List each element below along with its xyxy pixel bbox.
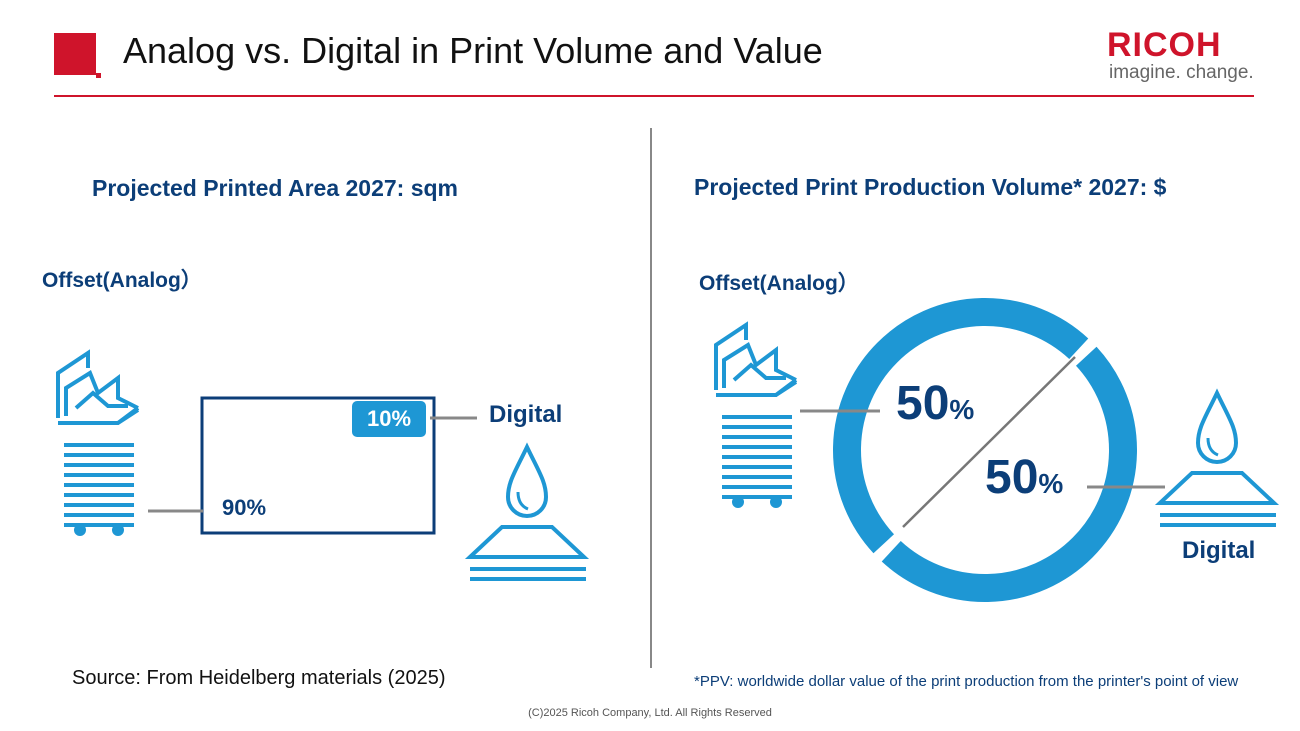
- ricoh-logo: RICOH: [1107, 26, 1222, 64]
- digital-value: 50: [985, 451, 1039, 504]
- digital-unit: %: [1038, 468, 1064, 499]
- offset-press-icon: [56, 351, 140, 538]
- digital-value-label: 50%: [985, 450, 1063, 505]
- analog-value-label: 50%: [896, 376, 974, 431]
- donut-chart: [833, 298, 1137, 602]
- right-subtitle: Projected Print Production Volume* 2027:…: [694, 174, 1167, 200]
- analog-area-label: 90%: [222, 495, 267, 520]
- offset-press-icon: [714, 323, 798, 510]
- header-divider: [54, 95, 1254, 97]
- donut-divider-line: [902, 356, 1076, 528]
- left-subtitle: Projected Printed Area 2027: sqm: [92, 175, 459, 201]
- donut-slice-digital: [881, 346, 1137, 602]
- analog-unit: %: [949, 394, 975, 425]
- center-divider: [650, 128, 652, 668]
- analog-value: 50: [896, 377, 950, 430]
- title-marker-dot: [96, 73, 101, 78]
- title-marker: [54, 33, 96, 75]
- right-analog-label: Offset(Analog）: [699, 272, 859, 295]
- right-digital-label: Digital: [1182, 537, 1256, 564]
- digital-printer-icon: [468, 445, 588, 583]
- left-analog-label: Offset(Analog）: [42, 269, 202, 292]
- digital-area-mark: [352, 401, 426, 437]
- digital-printer-icon: [1158, 391, 1278, 529]
- left-digital-label: Digital: [489, 401, 563, 428]
- donut-slice-analog: [833, 298, 1089, 554]
- copyright: (C)2025 Ricoh Company, Ltd. All Rights R…: [528, 707, 772, 719]
- source-text: Source: From Heidelberg materials (2025): [72, 667, 446, 689]
- logo-tagline: imagine. change.: [1109, 62, 1254, 83]
- page-title: Analog vs. Digital in Print Volume and V…: [123, 30, 823, 71]
- analog-area-mark: [200, 396, 436, 535]
- digital-area-label: 10%: [366, 406, 412, 431]
- ppv-footnote: *PPV: worldwide dollar value of the prin…: [694, 673, 1239, 690]
